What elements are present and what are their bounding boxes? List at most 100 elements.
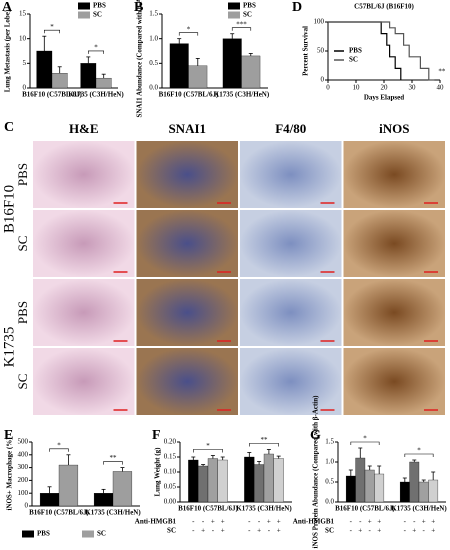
micrograph [136, 141, 238, 208]
y-axis-label: Percent Survival [302, 26, 310, 76]
condition-mark: + [422, 518, 426, 526]
bar [58, 464, 79, 507]
condition-mark: + [431, 518, 435, 526]
column-header: SNAI1 [168, 121, 206, 136]
condition-mark: - [423, 527, 426, 535]
y-axis-label: Lung Metastasis (per Lobe) [4, 9, 12, 92]
micrograph [343, 141, 445, 208]
x-tick-label: 20 [381, 84, 389, 92]
micrograph [240, 141, 342, 208]
column-header: H&E [69, 121, 99, 136]
y-tick-label: 1.0 [149, 34, 158, 42]
legend-label: SC [243, 11, 252, 19]
bar [409, 461, 420, 503]
y-axis-label: SNAI1 Abundance (Compared with β-Actin) [136, 0, 144, 118]
y-tick-label: 0 [25, 502, 29, 510]
bar [188, 459, 199, 503]
panel-label: F [152, 428, 161, 443]
condition-mark: - [268, 527, 271, 535]
panel-label: C [4, 120, 14, 135]
bar [217, 459, 228, 503]
significance: * [57, 441, 61, 449]
legend-label: SC [97, 530, 106, 538]
significance: * [363, 435, 367, 443]
condition-mark: - [359, 518, 362, 526]
x-tick-label: 10 [353, 84, 361, 92]
y-tick-label: 100 [314, 18, 325, 26]
row-label: SC [15, 374, 30, 390]
legend-swatch [228, 2, 240, 10]
significance-bracket [350, 441, 380, 445]
x-tick-label: K1735 (C3H/HeN) [214, 91, 270, 99]
bar [169, 43, 189, 89]
legend-swatch [82, 530, 94, 538]
y-tick-label: 10 [19, 34, 27, 42]
significance-bracket [49, 448, 69, 452]
x-axis-label: Days Elapsed [364, 94, 404, 102]
y-tick-label: 500 [18, 438, 29, 446]
micrograph [33, 210, 135, 277]
legend-swatch [22, 530, 34, 538]
y-tick-label: 1.5 [325, 438, 334, 446]
legend-label: PBS [93, 2, 106, 10]
x-tick-label: K1735 (C3H/HeN) [68, 91, 124, 99]
column-header: F4/80 [275, 121, 306, 136]
y-tick-label: 1.0 [325, 458, 334, 466]
micrograph [240, 279, 342, 346]
y-tick-label: 0 [23, 84, 27, 92]
micrograph [33, 141, 135, 208]
x-tick-label: K1735 (C3H/HeN) [236, 505, 292, 513]
y-tick-label: 400 [18, 450, 29, 458]
condition-label: SC [325, 527, 334, 535]
bar [364, 469, 375, 503]
condition-mark: - [248, 527, 251, 535]
bar [95, 77, 112, 89]
x-tick-label: B16F10 (C57BL/6J) [159, 91, 219, 99]
bar [428, 479, 439, 503]
bar [198, 465, 209, 503]
condition-label: SC [167, 527, 176, 535]
significance: *** [236, 20, 247, 28]
row-label: PBS [15, 301, 30, 324]
panel-label: B [134, 0, 143, 15]
bar [263, 453, 274, 503]
bar [374, 473, 385, 503]
legend-label: SC [349, 56, 358, 64]
y-axis-label: iNOS+ Macrophage (%) [6, 437, 14, 511]
condition-mark: + [221, 518, 225, 526]
x-tick-label: 30 [409, 84, 417, 92]
condition-mark: - [192, 518, 195, 526]
condition-mark: - [258, 518, 261, 526]
condition-mark: + [277, 527, 281, 535]
bar [244, 456, 255, 503]
condition-mark: - [404, 527, 407, 535]
bar [36, 50, 53, 89]
column-header: iNOS [379, 121, 409, 136]
row-label: PBS [15, 163, 30, 186]
condition-mark: + [211, 518, 215, 526]
significance: * [50, 23, 54, 31]
y-tick-label: 0.0 [325, 498, 334, 506]
panel-label: G [310, 428, 321, 443]
legend-swatch [78, 11, 90, 19]
condition-label: Anti-HMGB1 [293, 518, 335, 526]
x-tick-label: 0 [326, 84, 330, 92]
x-tick-label: K1735 (C3H/HeN) [391, 505, 447, 513]
condition-mark: - [404, 518, 407, 526]
y-tick-label: 200 [18, 476, 29, 484]
panel-label: E [4, 428, 13, 443]
micrograph [33, 348, 135, 415]
y-tick-label: 300 [18, 463, 29, 471]
significance: ** [261, 436, 269, 444]
significance: * [417, 447, 421, 455]
condition-mark: + [358, 527, 362, 535]
bar [39, 493, 60, 507]
condition-mark: - [192, 527, 195, 535]
row-label: SC [15, 236, 30, 252]
y-tick-label: 0.00 [164, 498, 177, 506]
y-tick-label: 0.05 [164, 483, 177, 491]
condition-mark: - [350, 518, 353, 526]
condition-mark: - [212, 527, 215, 535]
significance-bracket [88, 50, 104, 54]
